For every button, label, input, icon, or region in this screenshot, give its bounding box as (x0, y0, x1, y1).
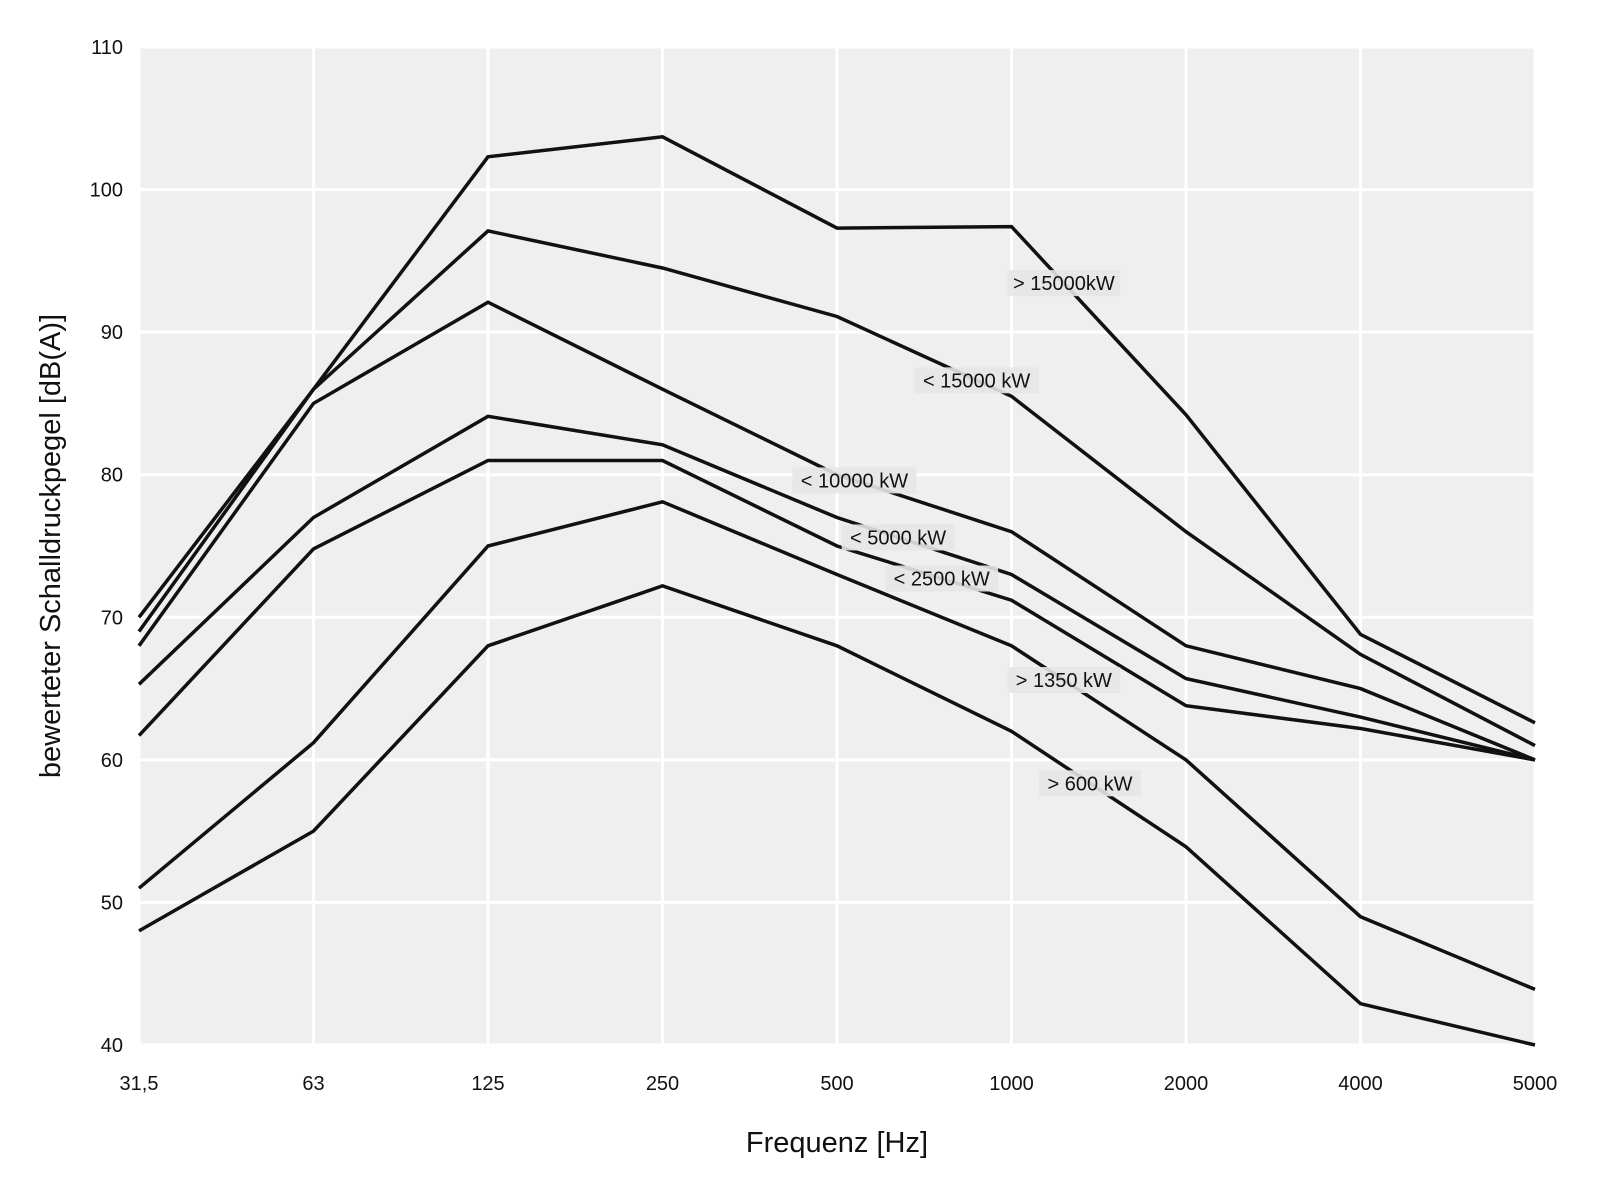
y-tick-label: 50 (101, 892, 123, 914)
x-tick-label: 125 (471, 1073, 504, 1095)
series-label: < 5000 kW (850, 527, 946, 549)
series-label-background (1007, 270, 1121, 297)
x-tick-label: 5000 (1513, 1073, 1558, 1095)
x-tick-label: 2000 (1164, 1073, 1209, 1095)
y-tick-label: 40 (101, 1035, 123, 1057)
x-axis-ticks: 31,5 63 125 250 500 1000 2000 4000 5000 (120, 1073, 1558, 1095)
x-axis-title: Frequenz [Hz] (746, 1127, 928, 1159)
series-label: > 15000kW (1013, 273, 1115, 295)
series-line (138, 584, 1536, 1047)
series-label: > 1350 kW (1016, 670, 1112, 692)
series-label-background (914, 367, 1039, 394)
x-tick-label: 63 (302, 1073, 324, 1095)
series-line (137, 458, 1536, 762)
y-tick-label: 60 (101, 750, 123, 772)
y-tick-label: 70 (101, 607, 123, 629)
series-label: > 600 kW (1048, 773, 1133, 795)
y-tick-label: 90 (101, 322, 123, 344)
series-line (137, 414, 1536, 762)
series-label-background (885, 565, 999, 592)
y-axis-ticks: 40 50 60 70 80 90 100 110 (90, 37, 123, 1057)
series-labels: > 15000kW < 15000 kW < 10000 kW < 5000 kW < … (792, 270, 1141, 797)
x-tick-label: 1000 (989, 1073, 1034, 1095)
series-label: < 2500 kW (894, 569, 990, 591)
series-line (137, 229, 1536, 748)
x-tick-label: 250 (646, 1073, 679, 1095)
series-label-background (841, 524, 955, 551)
series-label: < 10000 kW (801, 470, 908, 492)
series-label-background (1007, 667, 1121, 694)
y-tick-label: 100 (90, 180, 123, 202)
y-axis-title: bewerteter Schalldruckpegel [dB(A)] (35, 314, 67, 778)
y-tick-label: 110 (91, 37, 123, 59)
x-tick-label: 4000 (1338, 1073, 1383, 1095)
series-label-background (1039, 770, 1141, 797)
x-tick-label: 31,5 (120, 1073, 159, 1095)
series-lines (137, 135, 1536, 1047)
series-label: < 15000 kW (923, 370, 1030, 392)
series-line (137, 499, 1536, 992)
x-tick-label: 500 (820, 1073, 853, 1095)
series-label-background (792, 467, 917, 494)
y-tick-label: 80 (101, 465, 123, 487)
series-line (137, 135, 1536, 725)
